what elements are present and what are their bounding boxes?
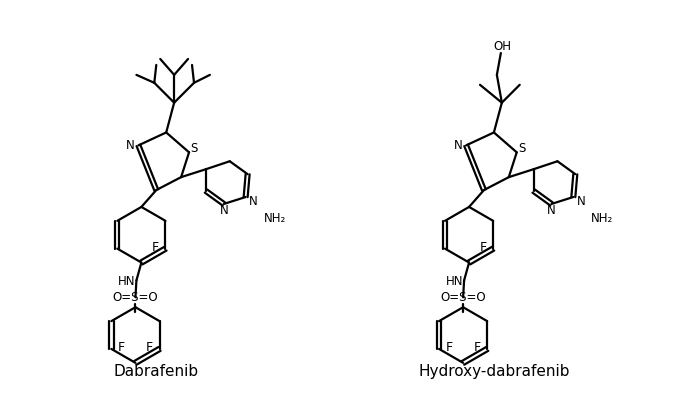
Text: F: F	[474, 341, 481, 354]
Text: Dabrafenib: Dabrafenib	[113, 364, 199, 379]
Text: F: F	[480, 241, 487, 254]
Text: NH₂: NH₂	[263, 213, 286, 226]
Text: O=S=O: O=S=O	[440, 291, 486, 304]
Text: N: N	[454, 139, 462, 152]
Text: F: F	[446, 341, 452, 354]
Text: NH₂: NH₂	[591, 213, 614, 226]
Text: N: N	[126, 139, 135, 152]
Text: S: S	[518, 142, 525, 155]
Text: HN: HN	[117, 275, 135, 288]
Text: F: F	[146, 341, 153, 354]
Text: N: N	[219, 204, 228, 217]
Text: Hydroxy-dabrafenib: Hydroxy-dabrafenib	[418, 364, 570, 379]
Text: S: S	[190, 142, 198, 155]
Text: HN: HN	[446, 275, 463, 288]
Text: F: F	[152, 241, 159, 254]
Text: N: N	[577, 196, 586, 209]
Text: N: N	[249, 196, 258, 209]
Text: F: F	[117, 341, 125, 354]
Text: O=S=O: O=S=O	[113, 291, 158, 304]
Text: N: N	[547, 204, 556, 217]
Text: OH: OH	[494, 40, 512, 53]
